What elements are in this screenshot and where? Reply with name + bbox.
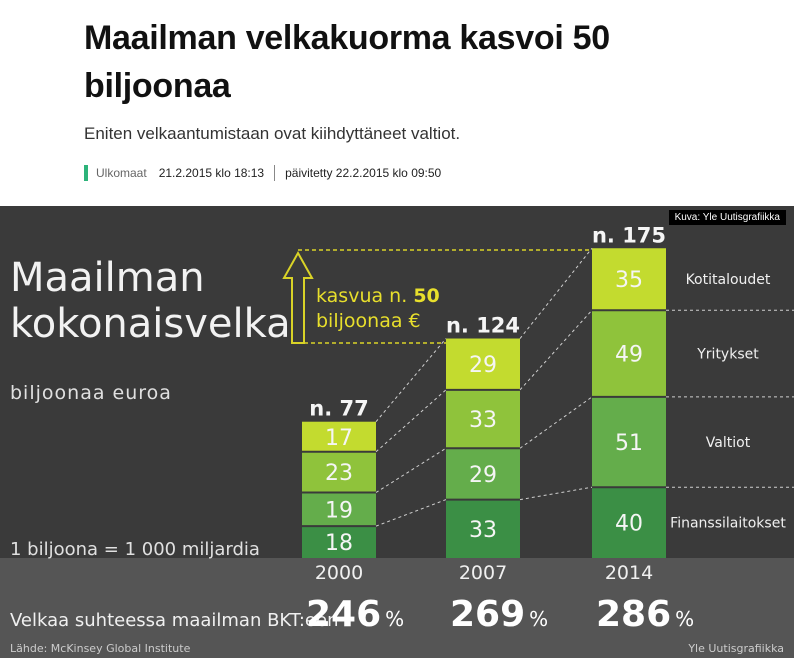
connector-line — [375, 338, 447, 423]
bar-value-label: 40 — [615, 512, 643, 537]
connector-line — [519, 247, 593, 339]
percent-sign: % — [675, 607, 694, 631]
producer-note: Yle Uutisgrafiikka — [687, 642, 784, 655]
connector-line — [519, 309, 593, 391]
bar-segment — [302, 421, 376, 452]
legend-label: Kotitaloudet — [686, 272, 771, 288]
bar-segment — [302, 451, 376, 493]
connector-line — [375, 499, 447, 527]
growth-text-line2: biljoonaa € — [316, 310, 421, 332]
gdp-ratio-value: 246 — [306, 594, 381, 635]
published-time: 21.2.2015 klo 18:13 — [158, 166, 265, 180]
bar-segment — [592, 310, 666, 397]
legend-label: Yritykset — [696, 347, 759, 363]
bar-segment — [446, 338, 520, 390]
gdp-ratio-value: 286 — [596, 594, 671, 635]
bars-layer: 18 19 23 17 n. 77 2000 33 29 33 29 n. 124 2007 40 51 4… — [302, 223, 794, 584]
meta-divider — [274, 165, 276, 181]
infographic: Maailman kokonaisvelka biljoonaa euroa 1… — [0, 206, 794, 658]
percent-sign: % — [529, 607, 548, 631]
gdp-ratio-label: 269% — [450, 594, 548, 635]
bar-value-label: 33 — [469, 518, 497, 543]
gdp-label: Velkaa suhteessa maailman BKT:een — [10, 610, 338, 631]
image-credit: Kuva: Yle Uutisgrafiikka — [668, 210, 786, 225]
arrow-up-icon — [282, 250, 314, 344]
growth-text-line1: kasvua n. 50 — [316, 285, 440, 307]
gdp-layer: 246% 269% 286% — [306, 594, 694, 635]
connector-line — [375, 389, 447, 453]
x-tick-label: 2014 — [605, 562, 653, 584]
legend-label: Finanssilaitokset — [670, 516, 786, 532]
updated-time: päivitetty 22.2.2015 klo 09:50 — [285, 166, 442, 180]
connector-line — [375, 447, 447, 493]
article-meta: Ulkomaat 21.2.2015 klo 18:13 päivitetty … — [84, 164, 441, 182]
infographic-title-line1: Maailman — [10, 255, 205, 301]
bar-segment — [302, 492, 376, 527]
article-lead: Eniten velkaantumistaan ovat kiihdyttäne… — [84, 124, 461, 143]
infographic-title-line2: kokonaisvelka — [10, 301, 291, 347]
connector-line — [519, 396, 593, 449]
gdp-ratio-label: 286% — [596, 594, 694, 635]
footnote: 1 biljoona = 1 000 miljardia — [10, 539, 260, 560]
gdp-ratio-label: 246% — [306, 594, 404, 635]
bar-segment — [446, 389, 520, 449]
bottom-band — [0, 558, 794, 658]
bar-segment — [446, 499, 520, 558]
unit-label: biljoonaa euroa — [10, 382, 172, 404]
category-link[interactable]: Ulkomaat — [96, 166, 147, 180]
bar-value-label: 17 — [325, 426, 353, 451]
percent-sign: % — [385, 607, 404, 631]
growth-prefix: kasvua n. — [316, 285, 413, 307]
connector-line — [519, 486, 593, 501]
bar-value-label: 49 — [615, 343, 643, 368]
x-tick-label: 2007 — [459, 562, 507, 584]
growth-value: 50 — [413, 285, 439, 307]
bar-segment — [592, 487, 666, 558]
bar-value-label: 29 — [469, 463, 497, 488]
bar-value-label: 23 — [325, 461, 353, 486]
bar-value-label: 51 — [615, 431, 643, 456]
article-header: Maailman velkakuorma kasvoi 50 biljoonaa… — [0, 0, 794, 206]
article-title: Maailman velkakuorma kasvoi 50 biljoonaa — [84, 19, 610, 105]
bar-total-label: n. 124 — [446, 314, 520, 338]
bar-value-label: 19 — [325, 498, 353, 523]
bar-segment — [592, 248, 666, 311]
bar-total-label: n. 77 — [309, 397, 368, 421]
bar-segment — [446, 448, 520, 500]
bar-value-label: 33 — [469, 408, 497, 433]
legend-label: Valtiot — [706, 435, 751, 451]
category-color-bar — [84, 165, 88, 181]
bar-segment — [592, 396, 666, 488]
x-tick-label: 2000 — [315, 562, 363, 584]
bar-value-label: 18 — [325, 531, 353, 556]
bar-value-label: 35 — [615, 268, 643, 293]
gdp-ratio-value: 269 — [450, 594, 525, 635]
source-note: Lähde: McKinsey Global Institute — [10, 642, 191, 655]
debt-chart: Maailman kokonaisvelka biljoonaa euroa 1… — [0, 223, 794, 658]
bar-total-label: n. 175 — [592, 223, 666, 247]
bar-segment — [302, 526, 376, 558]
bar-value-label: 29 — [469, 353, 497, 378]
